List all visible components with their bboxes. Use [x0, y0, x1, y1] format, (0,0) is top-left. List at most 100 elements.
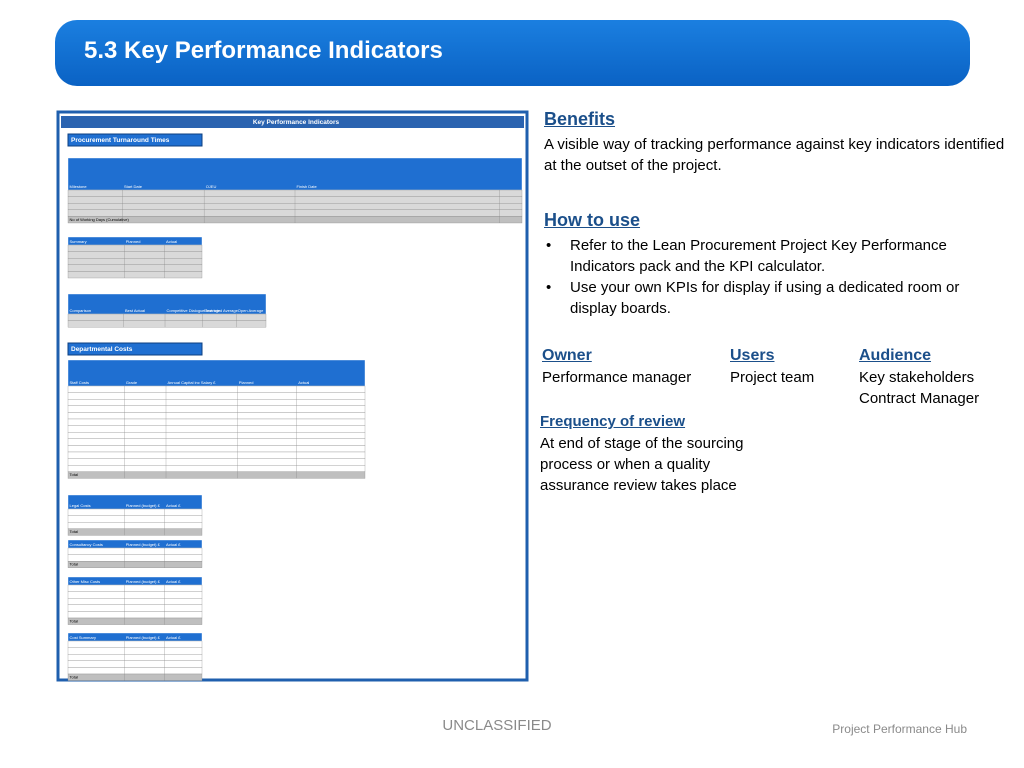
- audience-heading: Audience: [859, 347, 932, 364]
- table-row: [67, 412, 366, 420]
- table-row: [67, 561, 203, 568]
- table-row: [67, 425, 366, 433]
- table-row: [67, 264, 203, 272]
- column-header: Actual: [298, 380, 309, 385]
- table-row: [67, 591, 203, 599]
- table-row: [67, 271, 203, 279]
- row-label: Total: [70, 618, 79, 623]
- table-row: [67, 438, 366, 446]
- column-header: Actual £: [166, 542, 181, 547]
- row-label: No of Working Days (Cumulative): [70, 217, 130, 222]
- row-label: Total: [70, 674, 79, 679]
- audience-text: Key stakeholders Contract Manager: [859, 367, 979, 409]
- column-header: Planned: [239, 380, 254, 385]
- column-header: Planned (budget) £: [126, 542, 161, 547]
- table-row: [67, 611, 203, 619]
- benefits-heading: Benefits: [544, 109, 616, 129]
- column-header: Staff Costs: [70, 380, 90, 385]
- users-heading: Users: [730, 347, 775, 364]
- column-header: Other Misc Costs: [70, 579, 101, 584]
- table-row: [67, 522, 203, 529]
- table-row: [67, 508, 203, 516]
- column-header: Actual: [166, 239, 177, 244]
- column-header: Competitive Dialogue Average: [167, 308, 222, 313]
- sheet-title: Key Performance Indicators: [253, 119, 340, 126]
- table-row: [67, 458, 366, 466]
- column-header: Annual Capital inc Salary £: [168, 380, 217, 385]
- table-row: [67, 647, 203, 655]
- column-header: Planned: [126, 239, 141, 244]
- column-header: Summary: [70, 239, 87, 244]
- column-header: Finish Date: [297, 184, 318, 189]
- column-header: Planned (budget) £: [126, 579, 161, 584]
- how-item: Use your own KPIs for display if using a…: [544, 277, 1006, 319]
- footer-brand: Project Performance Hub: [832, 722, 967, 736]
- column-header: Open Average: [238, 308, 264, 313]
- table-row: [67, 445, 366, 453]
- table-row: [67, 604, 203, 612]
- benefits-text: A visible way of tracking performance ag…: [544, 136, 1005, 174]
- table-row: [67, 528, 203, 536]
- frequency-text: At end of stage of the sourcing process o…: [540, 433, 743, 496]
- table-row: [67, 667, 203, 675]
- column-header: Restricted Average: [204, 308, 238, 313]
- column-header: Legal Costs: [70, 503, 91, 508]
- header-bar: [55, 20, 970, 86]
- frequency-heading: Frequency of review: [540, 413, 686, 430]
- frequency-line: At end of stage of the sourcing: [540, 435, 744, 452]
- table-row: [67, 554, 203, 562]
- row-label: Total: [70, 562, 79, 567]
- section-title: Procurement Turnaround Times: [71, 137, 170, 144]
- table-row: [67, 399, 366, 406]
- column-header: Grade: [126, 380, 138, 385]
- frequency-line: assurance review takes place: [540, 477, 737, 494]
- table-row: [67, 405, 366, 413]
- audience-line: Contract Manager: [859, 390, 980, 407]
- users-text: Project team: [730, 369, 815, 386]
- section-box: [67, 342, 203, 356]
- how-heading: How to use: [544, 210, 641, 230]
- column-header: Actual £: [166, 579, 181, 584]
- table-row: [67, 385, 366, 393]
- column-header: Comparison: [70, 308, 92, 313]
- table-row: [67, 584, 203, 592]
- table-row: [67, 654, 203, 661]
- table-row: [67, 244, 203, 252]
- table-row: [67, 660, 203, 668]
- section-title: Departmental Costs: [71, 346, 133, 353]
- sheet-title-bar: [61, 116, 524, 128]
- column-header: Planned (budget) £: [126, 503, 161, 508]
- owner-text: Performance manager: [542, 369, 692, 386]
- frequency-line: process or when a quality: [540, 456, 711, 473]
- how-item: Refer to the Lean Procurement Project Ke…: [544, 235, 1006, 277]
- table-row: [67, 598, 203, 605]
- table-row: [67, 451, 366, 459]
- slide-title: 5.3 Key Performance Indicators: [84, 37, 443, 64]
- table-row: [67, 471, 366, 479]
- table-row: [67, 320, 267, 328]
- table-row: [67, 251, 203, 259]
- table-header: [67, 359, 366, 387]
- row-label: Total: [70, 529, 79, 534]
- table-row: [67, 640, 203, 648]
- row-label: Total: [70, 472, 79, 477]
- table-header: [67, 157, 523, 191]
- table-row: [67, 392, 366, 400]
- column-header: OJEU: [206, 184, 217, 189]
- table-row: [67, 617, 203, 625]
- table-row: [67, 418, 366, 426]
- table-row: [67, 258, 203, 265]
- column-header: Actual £: [166, 503, 181, 508]
- column-header: Planned (budget) £: [126, 635, 161, 640]
- table-row: [67, 432, 366, 439]
- owner-heading: Owner: [542, 347, 592, 364]
- table-row: [67, 673, 203, 681]
- table-row: [67, 547, 203, 555]
- column-header: Start Date: [124, 184, 143, 189]
- column-header: Consultancy Costs: [70, 542, 103, 547]
- audience-line: Key stakeholders: [859, 369, 975, 386]
- column-header: Milestone: [70, 184, 88, 189]
- how-list: Refer to the Lean Procurement Project Ke…: [544, 235, 1006, 319]
- column-header: Best Actual: [125, 308, 145, 313]
